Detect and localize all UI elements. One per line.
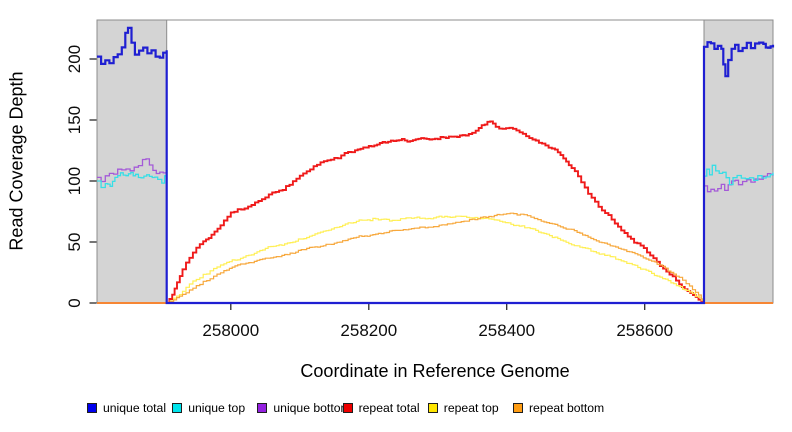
legend-label-unique-total: unique total xyxy=(103,401,167,415)
legend-item-unique-top: unique top xyxy=(172,402,245,414)
x-axis-title: Coordinate in Reference Genome xyxy=(300,361,570,381)
legend-swatch-repeat-bottom xyxy=(513,403,523,413)
legend-item-unique-total: unique total xyxy=(87,402,166,414)
x-tick-label: 258400 xyxy=(478,321,535,340)
y-axis-title: Read Coverage Depth xyxy=(6,71,27,251)
unique-region-shading xyxy=(703,19,774,304)
x-tick-label: 258200 xyxy=(340,321,397,340)
legend-label-repeat-bottom: repeat bottom xyxy=(529,401,605,415)
series-repeat-bottom-line xyxy=(97,212,773,304)
series-repeat-top-line xyxy=(97,215,773,304)
legend-swatch-unique-top xyxy=(172,403,183,413)
legend-label-unique-top: unique top xyxy=(188,401,246,415)
legend: unique total unique top unique bottom repea… xyxy=(87,402,787,415)
legend-swatch-repeat-top xyxy=(427,403,438,413)
series-repeat-total-line xyxy=(97,120,773,304)
series-unique-total-line xyxy=(97,26,775,305)
legend-item-unique-bottom: unique bottom xyxy=(257,401,351,415)
unique-region-shading xyxy=(96,19,168,304)
y-tick-label: 200 xyxy=(65,45,84,73)
legend-item-repeat-bottom: repeat bottom xyxy=(513,402,604,414)
legend-label-repeat-total: repeat total xyxy=(358,401,420,415)
legend-swatch-unique-bottom xyxy=(257,403,268,413)
x-tick-label: 258000 xyxy=(202,321,259,340)
y-tick-label: 100 xyxy=(65,167,84,195)
legend-swatch-unique-total xyxy=(87,403,97,413)
y-tick-label: 0 xyxy=(65,298,84,307)
series-unique-bottom-line xyxy=(97,158,774,304)
y-tick-label: 150 xyxy=(65,106,84,134)
legend-swatch-repeat-total xyxy=(342,403,353,413)
x-tick-label: 258600 xyxy=(616,321,673,340)
legend-item-repeat-total: repeat total xyxy=(342,401,420,415)
legend-item-repeat-top: repeat top xyxy=(427,401,499,415)
series-unique-top-line xyxy=(97,164,774,304)
legend-label-repeat-top: repeat top xyxy=(443,401,499,415)
legend-label-unique-bottom: unique bottom xyxy=(273,401,351,415)
y-tick-label: 50 xyxy=(65,233,84,252)
